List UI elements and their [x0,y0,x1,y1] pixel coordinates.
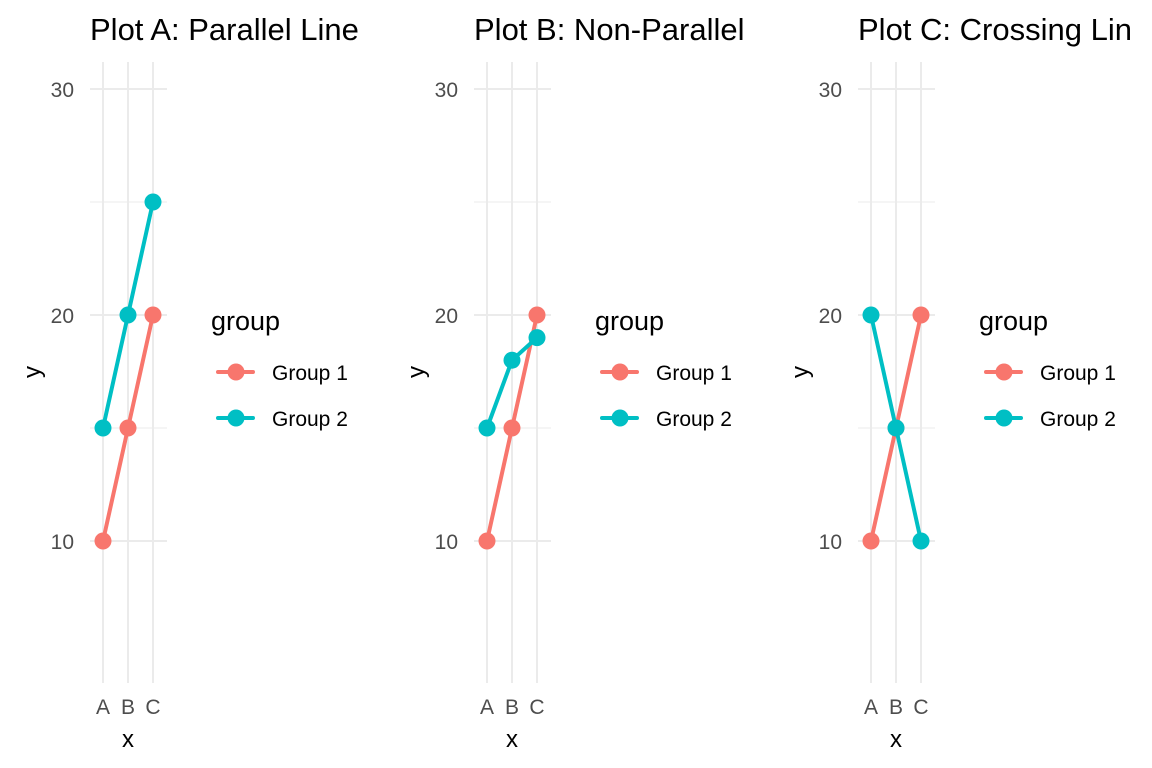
legend-label: Group 2 [272,408,348,431]
data-point [503,351,521,369]
x-tick-label: A [480,696,494,719]
data-point [119,306,137,324]
y-tick-label: 10 [819,531,842,554]
y-tick-label: 20 [51,305,74,328]
data-point [887,419,905,437]
series-group-2 [862,306,930,550]
x-tick-label: B [889,696,903,719]
data-point [503,419,521,437]
y-tick-label: 30 [435,79,458,102]
gridlines [474,62,551,683]
legend-key-point [611,409,629,427]
legend-title: group [211,306,280,336]
x-tick-label: C [529,696,544,719]
y-axis-title: y [19,366,46,378]
series-group-1 [94,306,162,550]
data-point [478,532,496,550]
x-tick-label: B [121,696,135,719]
legend: group Group 1 Group 2 [211,306,348,431]
legend-title: group [595,306,664,336]
data-point [528,306,546,324]
data-point [862,306,880,324]
legend-label: Group 1 [272,362,348,385]
chart-title: Plot C: Crossing Lin [858,12,1132,47]
gridlines [90,62,167,683]
data-point [912,306,930,324]
x-tick-label: B [505,696,519,719]
legend-key-point [995,409,1013,427]
y-axis-title: y [403,366,430,378]
y-axis-title: y [787,366,814,378]
chart-title: Plot B: Non-Parallel [474,12,745,47]
legend-key-point [227,409,245,427]
x-axis-title: x [506,726,518,753]
legend-label: Group 2 [656,408,732,431]
data-point [862,532,880,550]
legend: group Group 1 Group 2 [595,306,732,431]
x-axis-title: x [890,726,902,753]
chart-panel-3: Plot C: Crossing Lin 10 20 30 A B Cx y group Grou… [787,12,1132,753]
data-point [119,419,137,437]
legend-label: Group 2 [1040,408,1116,431]
y-tick-label: 20 [435,305,458,328]
legend-label: Group 1 [656,362,732,385]
data-point [144,193,162,211]
x-tick-label: A [96,696,110,719]
chart-panel-1: Plot A: Parallel Line 10 20 30 A B Cx y group Gro… [19,12,359,753]
y-tick-label: 30 [51,79,74,102]
y-tick-label: 20 [819,305,842,328]
y-tick-label: 10 [51,531,74,554]
y-tick-label: 30 [819,79,842,102]
legend-key-point [611,363,629,381]
series-group-2 [94,193,162,437]
legend-key-point [995,363,1013,381]
data-point [478,419,496,437]
x-tick-label: A [864,696,878,719]
series-group-2 [478,329,546,437]
data-point [144,306,162,324]
x-tick-label: C [913,696,928,719]
x-tick-label: C [145,696,160,719]
legend: group Group 1 Group 2 [979,306,1116,431]
chart-panel-2: Plot B: Non-Parallel 10 20 30 A B Cx y group Grou… [403,12,745,753]
gridlines [858,62,935,683]
x-axis-title: x [122,726,134,753]
data-point [528,329,546,347]
legend-label: Group 1 [1040,362,1116,385]
series-group-1 [478,306,546,550]
legend-key-point [227,363,245,381]
data-point [912,532,930,550]
y-tick-label: 10 [435,531,458,554]
data-point [94,419,112,437]
data-point [94,532,112,550]
legend-title: group [979,306,1048,336]
chart-title: Plot A: Parallel Line [90,12,359,47]
